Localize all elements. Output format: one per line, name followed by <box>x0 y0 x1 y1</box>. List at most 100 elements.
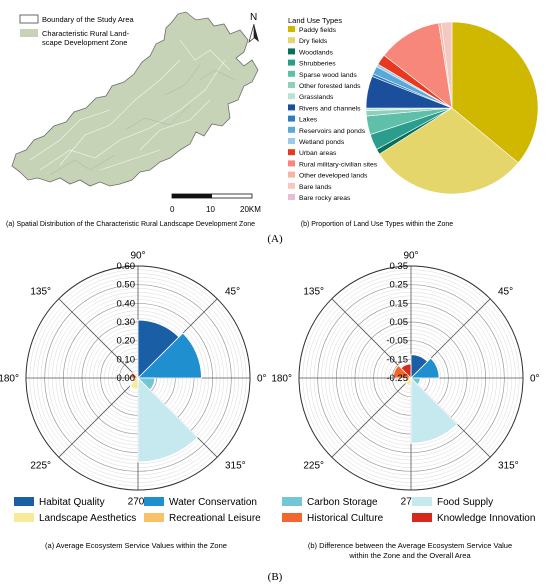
rose-diff-angle-label: 180° <box>271 374 292 385</box>
pie-caption: (b) Proportion of Land Use Types within … <box>301 221 454 228</box>
legend-swatch-paddy-fields <box>288 26 295 32</box>
rose-avg-tick-label: 0.50 <box>117 280 136 291</box>
rose-avg-angle-label: 90° <box>130 251 145 262</box>
land-use-legend-title: Land Use Types <box>288 16 342 25</box>
rose-diff-outer-ring <box>298 265 524 491</box>
map-texture-2 <box>49 64 236 176</box>
legend-swatch-reservoirs-and-ponds <box>288 126 295 133</box>
pie-slice-paddy-fields <box>451 21 539 164</box>
legend-swatch-shrubberies <box>288 59 295 66</box>
rose-avg-petal-food-supply <box>137 377 198 463</box>
legend-swatch-lakes <box>288 115 295 122</box>
land-use-pie-panel: Land Use Types Paddy fields Dry fields Woo… <box>288 16 539 228</box>
legend-label-bare-rocky-areas: Bare rocky areas <box>299 195 351 202</box>
legend-swatch-woodlands <box>288 48 295 55</box>
zone-legend-swatch <box>20 29 38 37</box>
rose-avg-sector-divider <box>58 377 139 458</box>
rose-diff-angle-label: 225° <box>303 460 324 471</box>
panel-b-label: (B) <box>268 571 283 583</box>
rose-avg-angle-label: 225° <box>30 460 51 471</box>
legend-label-knowledge-innovation: Knowledge Innovation <box>437 513 535 524</box>
legend-label-historical-culture: Historical Culture <box>307 513 384 524</box>
ecosystem-service-legend: Habitat Quality Water Conservation Carbon … <box>14 497 535 524</box>
rose-avg-petal-water-conservation <box>137 332 202 379</box>
legend-label-grasslands: Grasslands <box>299 94 334 101</box>
rose-avg-tick-label: 0.00 <box>117 373 136 384</box>
rose-diff-tick-label: 0.05 <box>390 317 409 328</box>
rose-diff-angle-label: 90° <box>403 251 418 262</box>
rose-avg-angle-label: 0° <box>257 374 267 385</box>
legend-swatch-grasslands <box>288 93 295 100</box>
rose-caption-difference-1: (b) Difference between the Average Ecosy… <box>308 541 512 550</box>
rose-avg-outer-ring <box>25 265 251 491</box>
boundary-legend-label: Boundary of the Study Area <box>42 15 135 24</box>
rose-avg-tick-label: 0.20 <box>117 336 136 347</box>
rose-avg-angle-label: 135° <box>30 287 51 298</box>
legend-label-woodlands: Woodlands <box>299 49 333 56</box>
rose-avg-petal-landscape-aesthetics <box>129 377 139 390</box>
rose-avg-petal-knowledge-innovation <box>136 375 139 379</box>
map-caption: (a) Spatial Distribution of the Characte… <box>6 221 255 228</box>
legend-swatch-bare-lands <box>288 182 295 189</box>
legend-swatch-dry-fields <box>288 37 295 44</box>
legend-swatch-urban-areas <box>288 149 295 156</box>
svg-text:N: N <box>250 12 257 23</box>
boundary-legend-swatch <box>19 14 39 24</box>
map-texture <box>29 39 231 171</box>
rose-avg-tick-label: 0.10 <box>117 354 136 365</box>
legend-swatch-historical-culture <box>282 513 302 522</box>
scale-label-0: 0 <box>170 205 175 214</box>
rose-avg-angle-label: 180° <box>0 374 19 385</box>
zone-legend-label-2: scape Development Zone <box>42 38 127 47</box>
rose-diff-tick-label: 0.25 <box>390 280 409 291</box>
pie-slice-bare-lands <box>440 21 453 109</box>
rose-diff-tick-label: 0.15 <box>390 298 409 309</box>
rose-diff-tick-label: 0.35 <box>390 261 409 272</box>
rose-diff-angle-label: 135° <box>303 287 324 298</box>
legend-label-urban-areas: Urban areas <box>299 150 337 157</box>
legend-label-rivers-and-channels: Rivers and channels <box>299 105 361 112</box>
rose-diff-petal-food-supply <box>410 377 458 444</box>
rose-caption-difference-2: within the Zone and the Overall Area <box>348 551 471 560</box>
rose-diff-sector-divider <box>331 298 412 379</box>
rose-avg-angle-label: 270° <box>128 497 149 508</box>
rose-avg-tick-label: 0.30 <box>117 317 136 328</box>
legend-label-habitat-quality: Habitat Quality <box>39 497 105 508</box>
legend-swatch-other-developed-lands <box>288 171 295 178</box>
rose-diff-angle-label: 0° <box>530 374 540 385</box>
legend-swatch-rural-military-civilian-sites <box>288 160 295 167</box>
rose-avg-tick-label: 0.40 <box>117 298 136 309</box>
legend-swatch-food-supply <box>412 497 432 506</box>
north-arrow-icon: N <box>248 12 259 43</box>
pie-slice-dry-fields <box>378 107 519 195</box>
legend-label-other-forested-lands: Other forested lands <box>299 83 361 90</box>
zone-legend-label-1: Characteristic Rural Land- <box>42 29 130 38</box>
land-use-legend: Paddy fields Dry fields Woodlands Shrubberi… <box>288 26 378 202</box>
scale-bar: 0 10 20KM <box>170 193 261 214</box>
legend-swatch-carbon-storage <box>282 497 302 506</box>
legend-label-landscape-aesthetics: Landscape Aesthetics <box>39 513 136 524</box>
study-area-map <box>11 11 259 187</box>
rose-avg-sector-divider <box>58 298 139 379</box>
rose-diff-angle-label: 270° <box>401 497 422 508</box>
legend-label-water-conservation: Water Conservation <box>169 497 257 508</box>
legend-swatch-other-forested-lands <box>288 82 295 88</box>
land-use-pie <box>365 21 539 195</box>
legend-swatch-landscape-aesthetics <box>14 513 34 522</box>
rose-diff-petal-historical-culture <box>392 364 412 379</box>
pie-slice-rural-military-civilian-sites <box>383 22 453 109</box>
legend-swatch-habitat-quality <box>14 497 34 506</box>
legend-label-bare-lands: Bare lands <box>299 184 332 191</box>
rose-avg-tick-label: 0.60 <box>117 261 136 272</box>
legend-label-lakes: Lakes <box>299 117 318 124</box>
legend-label-shrubberies: Shrubberies <box>299 61 336 68</box>
legend-swatch-knowledge-innovation <box>412 513 432 522</box>
rose-diff-petal-knowledge-innovation <box>400 363 412 379</box>
legend-label-other-developed-lands: Other developed lands <box>299 173 368 180</box>
legend-label-recreational-leisure: Recreational Leisure <box>169 513 261 524</box>
legend-swatch-bare-rocky-areas <box>288 194 295 200</box>
scale-label-20km: 20KM <box>240 205 261 214</box>
legend-swatch-rivers-and-channels <box>288 104 295 111</box>
